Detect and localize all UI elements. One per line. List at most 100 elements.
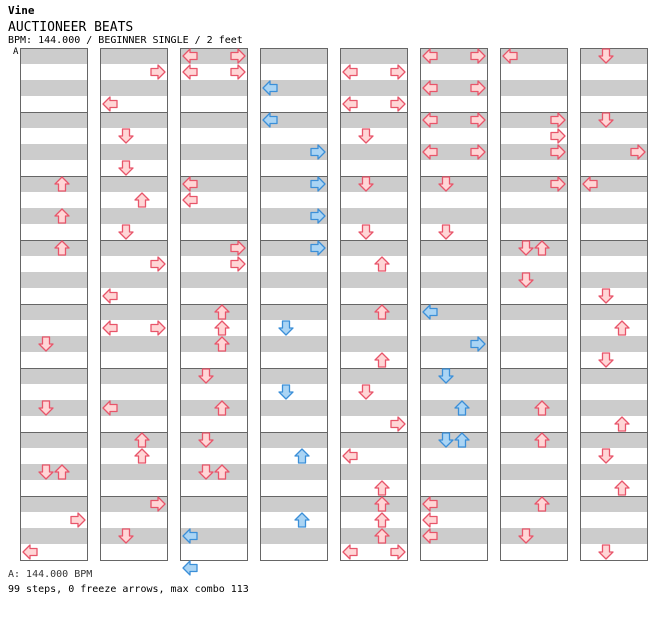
arrow-down-icon (118, 528, 134, 544)
arrow-right-icon (550, 176, 566, 192)
arrow-up-icon (614, 416, 630, 432)
beat-stripe (580, 368, 648, 384)
beat-stripe (580, 208, 648, 224)
arrow-down-icon (438, 176, 454, 192)
arrow-down-icon (358, 384, 374, 400)
arrow-up-icon (374, 304, 390, 320)
arrow-left-icon (422, 528, 438, 544)
arrow-right-icon (230, 256, 246, 272)
arrow-up-icon (214, 400, 230, 416)
beat-stripe (260, 336, 328, 352)
beat-stripe (100, 432, 168, 448)
beat-stripe (260, 528, 328, 544)
beat-stripe (20, 80, 88, 96)
beat-stripe (580, 464, 648, 480)
beat-stripe (500, 208, 568, 224)
beat-stripe (340, 496, 408, 512)
column-border (500, 48, 568, 561)
arrow-up-icon (534, 240, 550, 256)
beat-stripe (420, 368, 488, 384)
beat-stripe (260, 48, 328, 64)
arrow-up-icon (374, 480, 390, 496)
arrow-left-icon (342, 448, 358, 464)
arrow-left-icon (422, 496, 438, 512)
arrow-right-icon (310, 144, 326, 160)
beat-stripe (580, 496, 648, 512)
arrow-up-icon (534, 400, 550, 416)
arrow-down-icon (278, 384, 294, 400)
beat-stripe (500, 240, 568, 256)
arrow-down-icon (598, 544, 614, 560)
arrow-right-icon (470, 112, 486, 128)
arrow-left-icon (182, 528, 198, 544)
arrow-down-icon (438, 432, 454, 448)
beat-stripe (420, 272, 488, 288)
arrow-up-icon (454, 432, 470, 448)
arrow-down-icon (38, 464, 54, 480)
beat-stripe (260, 432, 328, 448)
arrow-down-icon (118, 224, 134, 240)
beat-stripe (500, 432, 568, 448)
beat-stripe (340, 80, 408, 96)
beat-stripe (20, 240, 88, 256)
arrow-right-icon (470, 144, 486, 160)
arrow-left-icon (102, 96, 118, 112)
beat-stripe (260, 496, 328, 512)
arrow-up-icon (294, 448, 310, 464)
column-border (580, 48, 648, 561)
arrow-down-icon (598, 48, 614, 64)
arrow-right-icon (550, 112, 566, 128)
arrow-down-icon (38, 400, 54, 416)
arrow-right-icon (230, 48, 246, 64)
arrow-right-icon (70, 512, 86, 528)
arrow-up-icon (374, 256, 390, 272)
arrow-down-icon (518, 240, 534, 256)
chart-meta: BPM: 144.000 / BEGINNER SINGLE / 2 feet (8, 35, 243, 46)
arrow-left-icon (422, 512, 438, 528)
arrow-down-icon (198, 464, 214, 480)
arrow-up-icon (54, 240, 70, 256)
beat-stripe (20, 464, 88, 480)
beat-stripe (420, 176, 488, 192)
beat-stripe (180, 400, 248, 416)
beat-stripe (500, 272, 568, 288)
beat-stripe (20, 528, 88, 544)
beat-stripe (580, 240, 648, 256)
arrow-right-icon (310, 208, 326, 224)
beat-stripe (100, 144, 168, 160)
arrow-up-icon (214, 320, 230, 336)
beat-stripe (260, 368, 328, 384)
arrow-right-icon (470, 336, 486, 352)
beat-stripe (100, 528, 168, 544)
arrow-right-icon (390, 96, 406, 112)
arrow-right-icon (390, 416, 406, 432)
beat-stripe (580, 432, 648, 448)
arrow-left-icon (182, 192, 198, 208)
arrow-left-icon (182, 48, 198, 64)
beat-stripe (100, 176, 168, 192)
arrow-down-icon (358, 224, 374, 240)
arrow-up-icon (134, 192, 150, 208)
beat-stripe (420, 400, 488, 416)
beat-stripe (580, 272, 648, 288)
song-title: AUCTIONEER BEATS (8, 20, 134, 35)
beat-stripe (500, 528, 568, 544)
beat-stripe (20, 272, 88, 288)
column-border (340, 48, 408, 561)
beat-stripe (340, 176, 408, 192)
arrow-down-icon (598, 352, 614, 368)
arrow-left-icon (422, 304, 438, 320)
arrow-up-icon (534, 432, 550, 448)
beat-stripe (100, 272, 168, 288)
beat-stripe (580, 48, 648, 64)
beat-stripe (180, 464, 248, 480)
beat-stripe (340, 240, 408, 256)
beat-stripe (100, 112, 168, 128)
beat-stripe (340, 304, 408, 320)
arrow-right-icon (230, 240, 246, 256)
beat-stripe (180, 304, 248, 320)
beat-stripe (100, 336, 168, 352)
beat-stripe (20, 496, 88, 512)
beat-stripe (340, 400, 408, 416)
